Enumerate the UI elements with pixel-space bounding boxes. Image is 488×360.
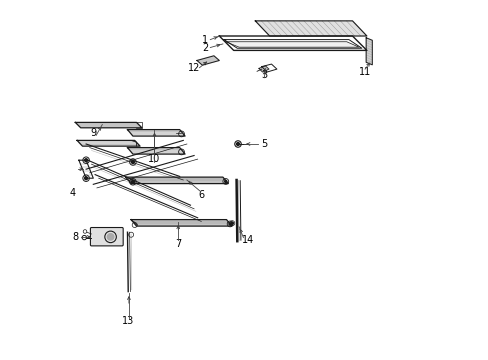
Text: 12: 12 bbox=[187, 63, 200, 73]
Text: 6: 6 bbox=[198, 190, 204, 200]
Text: 1: 1 bbox=[202, 35, 208, 45]
Text: 13: 13 bbox=[122, 316, 134, 326]
Text: 3: 3 bbox=[261, 70, 267, 80]
Polygon shape bbox=[255, 21, 366, 36]
Circle shape bbox=[84, 159, 87, 162]
Polygon shape bbox=[258, 66, 268, 72]
Text: 9: 9 bbox=[90, 128, 96, 138]
Circle shape bbox=[131, 180, 134, 183]
Circle shape bbox=[107, 234, 114, 240]
Text: 4: 4 bbox=[70, 188, 76, 198]
Text: 11: 11 bbox=[358, 67, 370, 77]
Text: 5: 5 bbox=[261, 139, 267, 149]
Text: 2: 2 bbox=[202, 42, 208, 53]
Polygon shape bbox=[197, 56, 219, 65]
Circle shape bbox=[231, 222, 233, 224]
Circle shape bbox=[131, 161, 134, 163]
Circle shape bbox=[236, 143, 239, 145]
Circle shape bbox=[228, 223, 231, 225]
Text: 8: 8 bbox=[72, 232, 78, 242]
Polygon shape bbox=[366, 38, 371, 65]
Text: 14: 14 bbox=[242, 235, 254, 246]
Circle shape bbox=[84, 177, 87, 180]
Text: 10: 10 bbox=[147, 154, 160, 164]
Circle shape bbox=[224, 180, 226, 183]
Text: 7: 7 bbox=[175, 239, 181, 249]
Polygon shape bbox=[225, 42, 358, 47]
FancyBboxPatch shape bbox=[90, 228, 123, 246]
